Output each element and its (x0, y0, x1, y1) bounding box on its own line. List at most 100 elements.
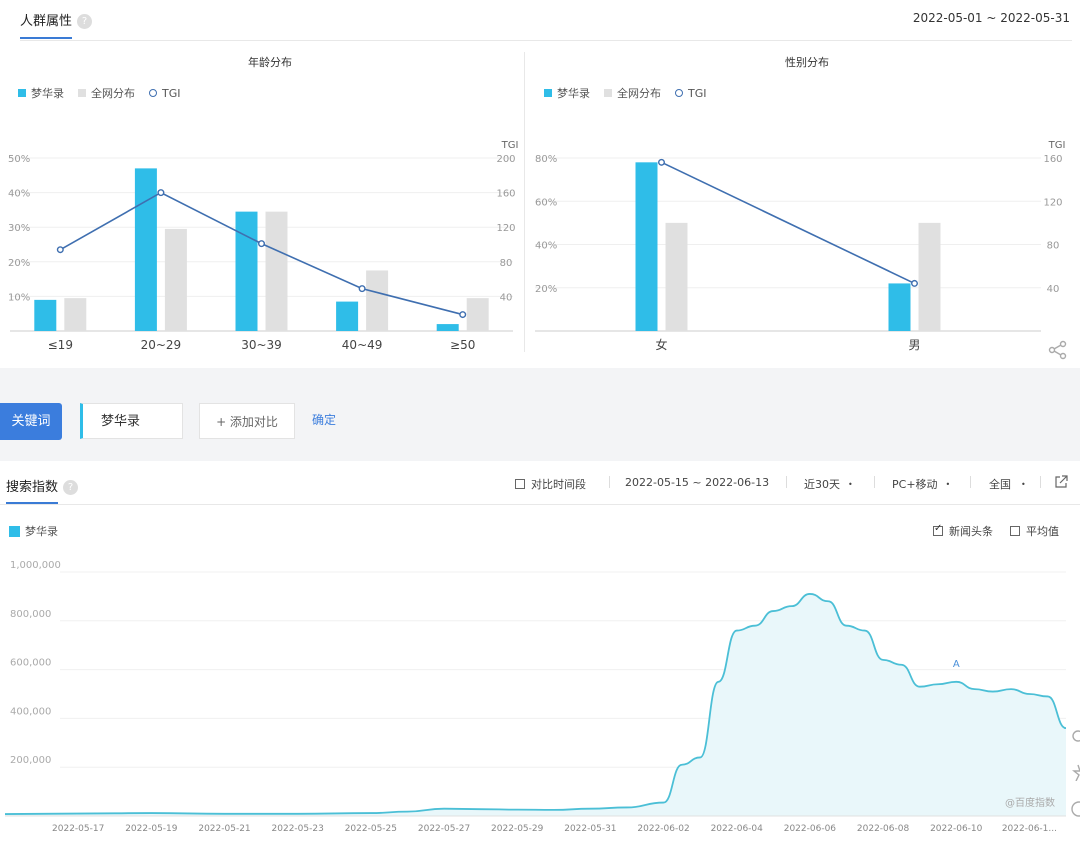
add-compare-button[interactable]: + 添加对比 (199, 403, 295, 439)
crowd-attributes-tab[interactable]: 人群属性? (20, 10, 93, 29)
bar-brand (336, 301, 359, 331)
date-range: 2022-05-01 ~ 2022-05-31 (912, 11, 1070, 25)
date-range-picker[interactable]: 2022-05-15 ~ 2022-06-13 (625, 476, 770, 489)
search-index-tab[interactable]: 搜索指数? (6, 476, 79, 495)
panel-divider (524, 52, 525, 352)
tgi-point (911, 279, 919, 287)
tgi-point (358, 285, 366, 293)
series-line (4, 593, 1066, 815)
tgi-line (661, 161, 915, 285)
x-tick-label: ≥50 (450, 338, 475, 352)
x-tick-label: 2022-05-19 (125, 824, 178, 834)
device-select[interactable]: PC+移动 • (892, 476, 950, 492)
x-tick-label: 女 (655, 337, 667, 352)
x-tick-label: 2022-06-04 (711, 824, 764, 834)
x-tick-label: 2022-05-29 (491, 824, 544, 834)
device-label: PC+移动 (892, 478, 938, 491)
bar-brand (635, 162, 658, 331)
y-tick-label: 80% (535, 154, 557, 165)
brand-swatch (544, 89, 552, 97)
x-tick-label: 2022-05-23 (272, 824, 324, 834)
toolbar-sep (874, 476, 875, 488)
y-tick-label: 50% (8, 154, 30, 165)
age-legend: 梦华录 全网分布 TGI (18, 85, 181, 101)
gender-panel-title: 性别分布 (785, 56, 829, 69)
x-tick-label: 2022-06-06 (784, 824, 837, 834)
bar-network (265, 211, 288, 331)
checkbox[interactable] (515, 479, 525, 489)
external-link-icon[interactable] (1054, 474, 1068, 493)
legend-label: 梦华录 (557, 87, 590, 100)
legend-item-tgi[interactable]: TGI (675, 87, 707, 100)
y-tick-label: 800,000 (10, 609, 51, 620)
gender-distribution-chart: 20% 40% 60% 80% 40 80 120 160 TGI 女 男 (535, 140, 1066, 352)
news-headlines-toggle[interactable]: 新闻头条 (933, 523, 993, 539)
share-icon[interactable] (1048, 340, 1068, 364)
x-tick-label: ≤19 (48, 338, 73, 352)
y2-tick-label: 80 (1047, 241, 1060, 252)
tab-label: 搜索指数 (6, 480, 59, 495)
y2-tick-label: 80 (500, 258, 513, 269)
toolbar-sep (970, 476, 971, 488)
average-label: 平均值 (1026, 525, 1059, 538)
bar-brand (436, 324, 459, 331)
x-tick-label: 男 (908, 338, 920, 352)
y-tick-label: 200,000 (10, 755, 51, 766)
x-tick-label: 2022-05-17 (52, 824, 104, 834)
checkbox[interactable] (1010, 526, 1020, 536)
bar-brand (134, 168, 157, 331)
y-tick-label: 400,000 (10, 706, 51, 717)
y-tick-label: 20% (8, 258, 30, 269)
confirm-button[interactable]: 确定 (312, 413, 337, 427)
keyword-input[interactable]: 梦华录 (80, 403, 183, 439)
help-icon[interactable]: ? (77, 14, 93, 29)
legend-item-network[interactable]: 全网分布 (604, 85, 661, 101)
gender-legend: 梦华录 全网分布 TGI (544, 85, 707, 101)
y2-tick-label: 120 (1043, 197, 1062, 208)
y-tick-label: 60% (535, 197, 557, 208)
x-tick-label: 2022-06-1... (1002, 824, 1057, 834)
x-tick-label: 2022-06-02 (637, 824, 689, 834)
keyword-button[interactable]: 关键词 (0, 403, 62, 440)
legend-item-tgi[interactable]: TGI (149, 87, 181, 100)
legend-item-brand[interactable]: 梦华录 (9, 523, 58, 539)
y2-axis-label: TGI (1048, 140, 1066, 151)
help-circle-icon[interactable] (1068, 800, 1080, 822)
bar-brand (34, 299, 57, 331)
y2-tick-label: 40 (500, 292, 513, 303)
x-tick-label: 2022-05-25 (345, 824, 397, 834)
legend-label: 全网分布 (91, 87, 135, 100)
x-tick-label: 2022-06-08 (857, 824, 910, 834)
legend-item-brand[interactable]: 梦华录 (18, 85, 64, 101)
news-headlines-label: 新闻头条 (949, 525, 993, 538)
average-toggle[interactable]: 平均值 (1010, 523, 1059, 539)
x-tick-label: 2022-05-21 (198, 824, 250, 834)
y2-tick-label: 40 (1047, 284, 1060, 295)
legend-item-brand[interactable]: 梦华录 (544, 85, 590, 101)
watermark: @百度指数 (1005, 798, 1055, 809)
checkbox-checked[interactable] (933, 523, 943, 536)
dropdown-icon: • (848, 479, 853, 489)
period-select[interactable]: 近30天 • (804, 476, 853, 492)
compare-period-toggle[interactable]: 对比时间段 (515, 476, 586, 492)
link-icon[interactable] (1068, 728, 1080, 748)
y-tick-label: 600,000 (10, 658, 51, 669)
star-icon[interactable] (1068, 763, 1080, 785)
tgi-point (157, 189, 165, 197)
network-swatch (604, 89, 612, 97)
legend-item-network[interactable]: 全网分布 (78, 85, 135, 101)
network-swatch (78, 89, 86, 97)
search-index-chart: 200,000 400,000 600,000 800,000 1,000,000 202… (4, 560, 1066, 834)
region-select[interactable]: 全国 • (989, 476, 1026, 492)
bar-network (665, 222, 688, 331)
legend-label: TGI (162, 86, 181, 100)
y-tick-label: 10% (8, 292, 30, 303)
help-icon[interactable]: ? (63, 480, 79, 495)
x-tick-label: 40~49 (342, 338, 383, 352)
tgi-point (459, 311, 467, 319)
compare-period-label: 对比时间段 (531, 478, 586, 491)
header-divider (20, 40, 1072, 41)
annotation-marker: A (953, 659, 960, 670)
tab-underline (20, 37, 72, 39)
x-tick-label: 20~29 (141, 338, 182, 352)
